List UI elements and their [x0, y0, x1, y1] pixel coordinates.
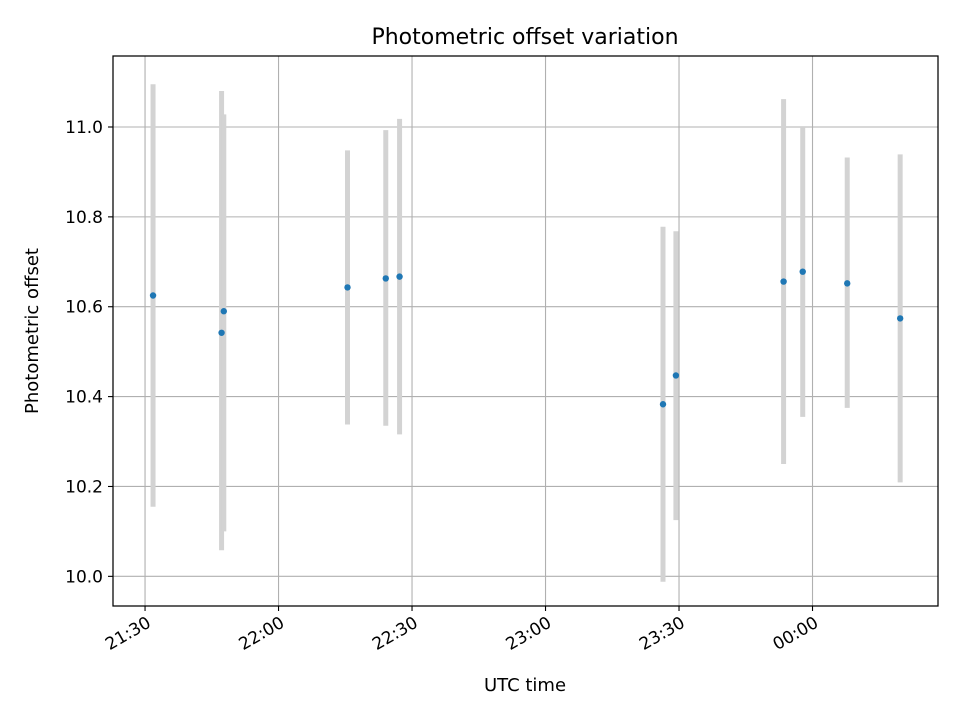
y-tick-label: 10.0 — [65, 567, 103, 587]
data-point — [799, 268, 806, 275]
y-tick-label: 11.0 — [65, 118, 103, 138]
x-axis-label: UTC time — [484, 675, 566, 696]
plot-frame — [112, 55, 939, 607]
y-axis-label: Photometric offset — [22, 248, 43, 414]
data-point — [220, 308, 228, 315]
data-point — [780, 278, 787, 285]
data-point — [672, 372, 680, 379]
y-tick-label: 10.2 — [65, 477, 103, 497]
y-tick-label: 10.4 — [65, 388, 103, 408]
chart-title: Photometric offset variation — [371, 25, 678, 50]
y-tick-label: 10.8 — [65, 208, 103, 228]
data-point — [396, 273, 403, 280]
y-axis-ticks: 10.0 10.2 10.4 10.6 10.8 11.0 — [65, 118, 113, 587]
data-point — [896, 315, 904, 322]
y-tick-label: 10.6 — [65, 298, 103, 318]
data-point — [149, 292, 157, 299]
data-point — [382, 275, 389, 282]
data-points — [149, 268, 904, 408]
data-point — [844, 280, 851, 287]
data-point — [659, 401, 667, 408]
data-point — [218, 329, 225, 336]
data-point — [344, 284, 351, 291]
